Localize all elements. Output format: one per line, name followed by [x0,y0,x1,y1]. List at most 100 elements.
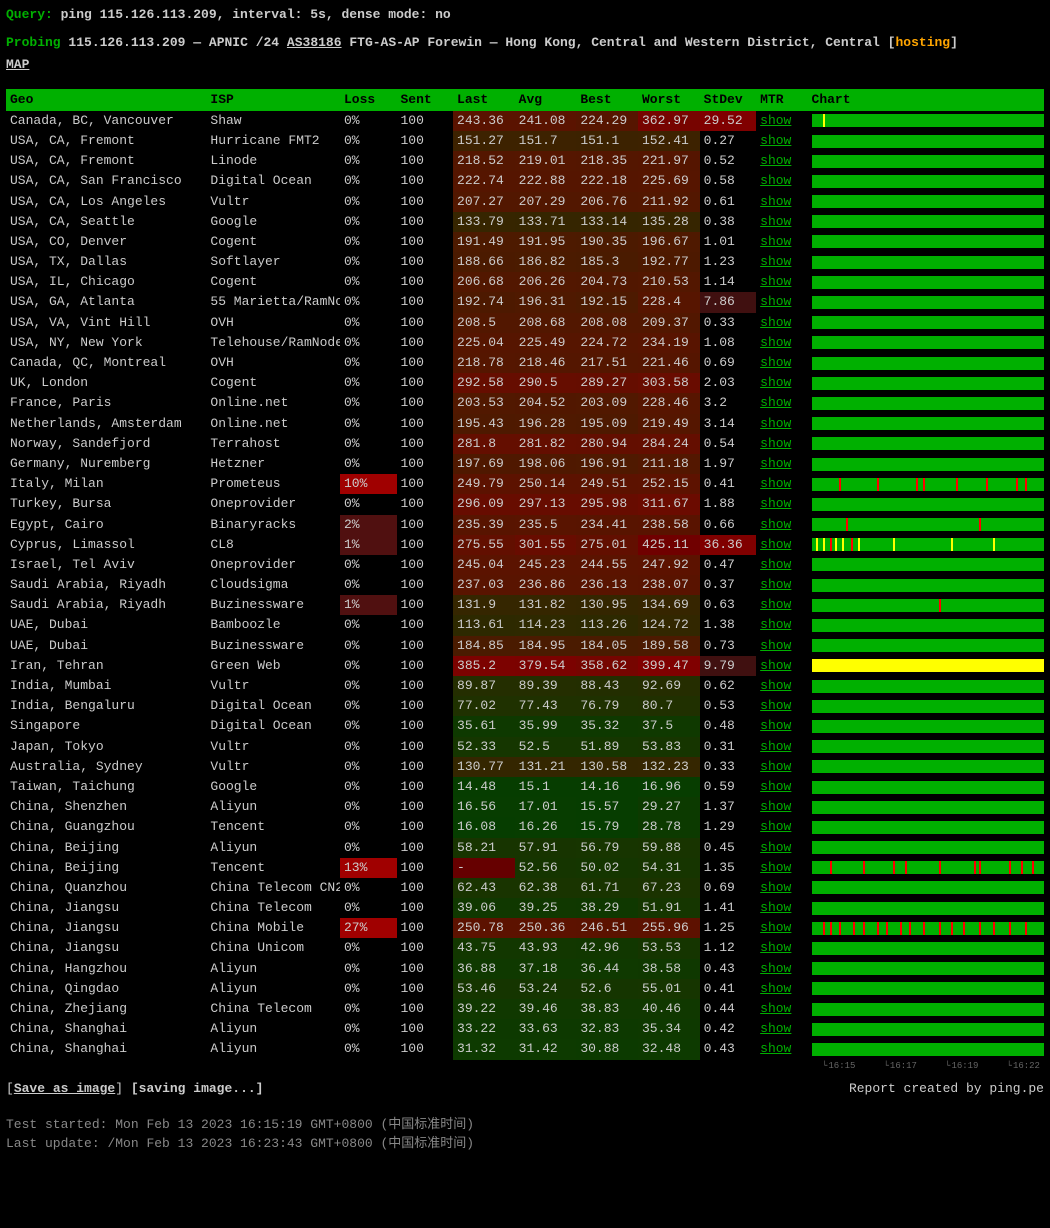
cell-best: 130.95 [576,595,638,615]
mtr-link[interactable]: show [760,718,791,733]
mtr-link[interactable]: show [760,456,791,471]
cell-geo: Egypt, Cairo [6,515,206,535]
mtr-link[interactable]: show [760,476,791,491]
cell-isp: Bamboozle [206,615,340,635]
mtr-link[interactable]: show [760,395,791,410]
mtr-link[interactable]: show [760,355,791,370]
cell-best: 51.89 [576,737,638,757]
mtr-link[interactable]: show [760,335,791,350]
table-row: UAE, DubaiBuzinessware0%100184.85184.951… [6,636,1044,656]
chart-bar [812,316,1044,329]
cell-loss: 0% [340,737,397,757]
mtr-link[interactable]: show [760,840,791,855]
cell-mtr: show [756,474,807,494]
mtr-link[interactable]: show [760,981,791,996]
cell-avg: 17.01 [515,797,577,817]
mtr-link[interactable]: show [760,557,791,572]
cell-worst: 225.69 [638,171,700,191]
mtr-link[interactable]: show [760,416,791,431]
cell-avg: 379.54 [515,656,577,676]
mtr-link[interactable]: show [760,173,791,188]
cell-sent: 100 [397,111,454,131]
mtr-link[interactable]: show [760,294,791,309]
cell-sent: 100 [397,898,454,918]
cell-stdev: 3.2 [700,393,757,413]
mtr-link[interactable]: show [760,315,791,330]
cell-sent: 100 [397,838,454,858]
cell-geo: USA, TX, Dallas [6,252,206,272]
cell-last: 218.78 [453,353,515,373]
mtr-link[interactable]: show [760,617,791,632]
cell-avg: 297.13 [515,494,577,514]
cell-mtr: show [756,434,807,454]
mtr-link[interactable]: show [760,819,791,834]
save-image-link[interactable]: Save as image [14,1081,115,1096]
mtr-link[interactable]: show [760,799,791,814]
cell-best: 184.05 [576,636,638,656]
cell-loss: 0% [340,959,397,979]
mtr-link[interactable]: show [760,698,791,713]
mtr-link[interactable]: show [760,1021,791,1036]
cell-worst: 219.49 [638,414,700,434]
cell-worst: 221.97 [638,151,700,171]
map-link[interactable]: MAP [6,57,29,72]
mtr-link[interactable]: show [760,920,791,935]
mtr-link[interactable]: show [760,577,791,592]
cell-sent: 100 [397,535,454,555]
cell-stdev: 29.52 [700,111,757,131]
mtr-link[interactable]: show [760,1041,791,1056]
mtr-link[interactable]: show [760,517,791,532]
cell-chart [808,656,1044,676]
cell-sent: 100 [397,373,454,393]
mtr-link[interactable]: show [760,214,791,229]
cell-geo: USA, CA, San Francisco [6,171,206,191]
time-tick: 16:15 [822,1060,855,1073]
mtr-link[interactable]: show [760,1001,791,1016]
table-row: USA, NY, New YorkTelehouse/RamNode0%1002… [6,333,1044,353]
cell-stdev: 1.97 [700,454,757,474]
table-row: India, BengaluruDigital Ocean0%10077.027… [6,696,1044,716]
mtr-link[interactable]: show [760,274,791,289]
col-loss: Loss [340,89,397,111]
asn-link[interactable]: AS38186 [287,35,342,50]
cell-mtr: show [756,212,807,232]
mtr-link[interactable]: show [760,496,791,511]
mtr-link[interactable]: show [760,153,791,168]
mtr-link[interactable]: show [760,880,791,895]
mtr-link[interactable]: show [760,194,791,209]
mtr-link[interactable]: show [760,436,791,451]
mtr-link[interactable]: show [760,900,791,915]
table-row: China, ShanghaiAliyun0%10033.2233.6332.8… [6,1019,1044,1039]
mtr-link[interactable]: show [760,860,791,875]
mtr-link[interactable]: show [760,254,791,269]
mtr-link[interactable]: show [760,234,791,249]
mtr-link[interactable]: show [760,779,791,794]
cell-best: 190.35 [576,232,638,252]
chart-bar [812,558,1044,571]
cell-sent: 100 [397,393,454,413]
mtr-link[interactable]: show [760,961,791,976]
cell-loss: 0% [340,1039,397,1059]
mtr-link[interactable]: show [760,940,791,955]
chart-bar [812,942,1044,955]
cell-mtr: show [756,615,807,635]
mtr-link[interactable]: show [760,759,791,774]
cell-isp: Softlayer [206,252,340,272]
mtr-link[interactable]: show [760,113,791,128]
mtr-link[interactable]: show [760,638,791,653]
cell-geo: China, Shanghai [6,1039,206,1059]
cell-avg: 245.23 [515,555,577,575]
mtr-link[interactable]: show [760,133,791,148]
mtr-link[interactable]: show [760,375,791,390]
mtr-link[interactable]: show [760,739,791,754]
mtr-link[interactable]: show [760,597,791,612]
time-tick: 16:19 [945,1060,978,1073]
cell-avg: 222.88 [515,171,577,191]
mtr-link[interactable]: show [760,678,791,693]
cell-mtr: show [756,999,807,1019]
mtr-link[interactable]: show [760,658,791,673]
chart-bar [812,538,1044,551]
mtr-link[interactable]: show [760,537,791,552]
cell-last: 53.46 [453,979,515,999]
cell-best: 14.16 [576,777,638,797]
